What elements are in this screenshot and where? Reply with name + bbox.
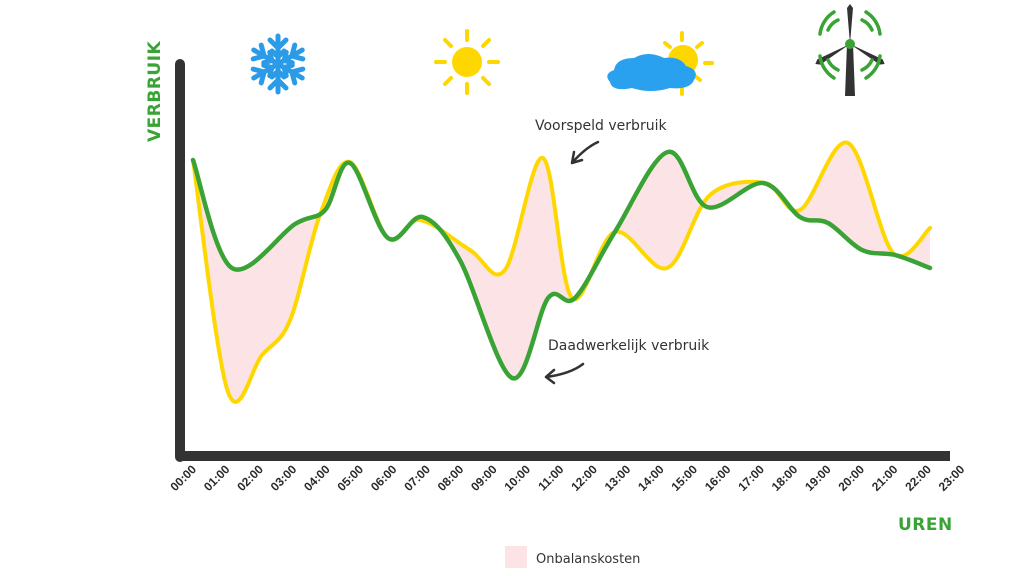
x-tick-label: 19:00 (802, 462, 834, 494)
x-tick-label: 14:00 (635, 462, 667, 494)
x-tick-label: 21:00 (869, 462, 901, 494)
wind-turbine-icon (815, 4, 885, 96)
series-line-voorspeld (191, 140, 933, 404)
x-tick-label: 13:00 (602, 462, 634, 494)
x-tick-label: 07:00 (401, 462, 433, 494)
sun-icon (434, 29, 500, 95)
x-tick-label: 22:00 (902, 462, 934, 494)
x-tick-label: 17:00 (735, 462, 767, 494)
x-tick-label: 03:00 (268, 462, 300, 494)
cloud-sun-icon (607, 31, 714, 96)
imbalance-fill-area (193, 142, 931, 402)
x-tick-label: 00:00 (168, 462, 200, 494)
legend-swatch-onbalanskosten (505, 546, 527, 568)
snowflake-icon (250, 33, 306, 92)
x-tick-label: 11:00 (535, 462, 566, 493)
x-tick-label: 06:00 (368, 462, 400, 494)
x-tick-label: 01:00 (201, 462, 233, 494)
x-axis-label: UREN (898, 515, 953, 535)
series-line-daadwerkelijk (190, 149, 933, 381)
arrow-icon (570, 140, 600, 165)
x-tick-label: 02:00 (234, 462, 266, 494)
x-tick-label: 10:00 (502, 462, 534, 494)
x-tick-label: 04:00 (301, 462, 333, 494)
legend-label-onbalanskosten: Onbalanskosten (536, 552, 640, 567)
y-axis-label: VERBRUIK (145, 40, 165, 142)
annotation-daadwerkelijk: Daadwerkelijk verbruik (548, 338, 710, 354)
x-tick-label: 18:00 (769, 462, 801, 494)
annotation-voorspeld: Voorspeld verbruik (535, 118, 667, 134)
x-tick-label: 16:00 (702, 462, 734, 494)
arrow-icon (544, 362, 585, 385)
x-tick-label: 15:00 (669, 462, 701, 494)
x-tick-label: 08:00 (435, 462, 467, 494)
x-tick-label: 05:00 (335, 462, 367, 494)
x-tick-label: 09:00 (468, 462, 500, 494)
x-tick-label: 12:00 (568, 462, 600, 494)
x-tick-label: 23:00 (936, 462, 968, 494)
x-tick-label: 20:00 (836, 462, 868, 494)
